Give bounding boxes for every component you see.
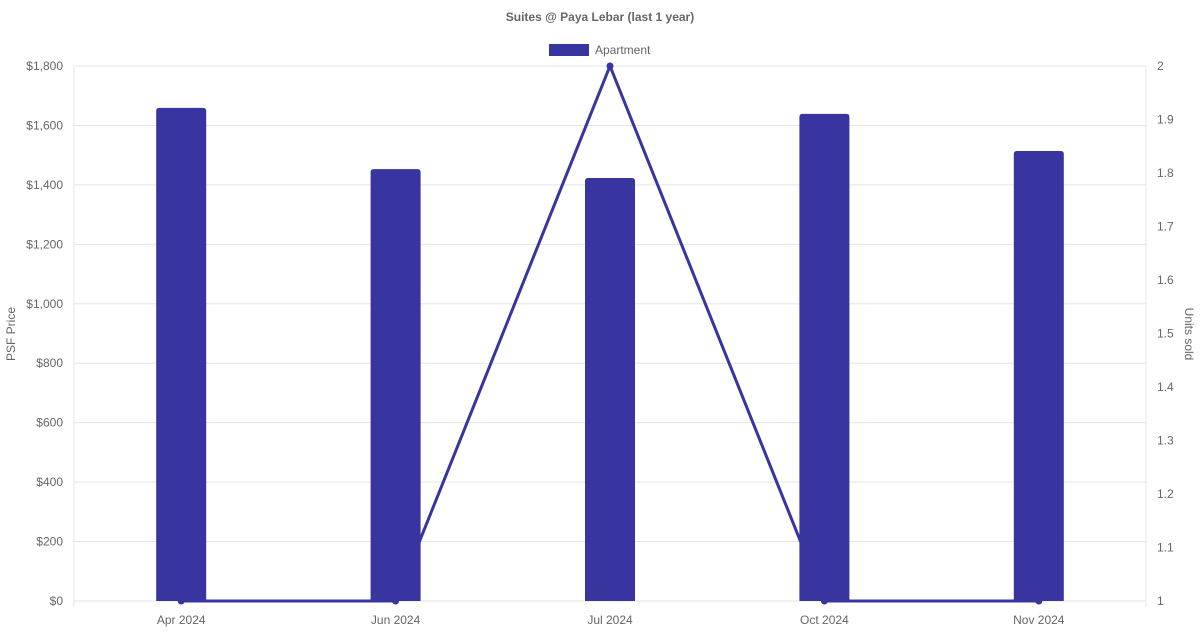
y-tick-label: $0	[50, 594, 64, 608]
line-point	[392, 597, 400, 605]
line-point	[820, 597, 828, 605]
y2-tick-label: 1.4	[1157, 380, 1174, 394]
y2-tick-label: 1.2	[1157, 487, 1174, 501]
y2-tick-label: 1.6	[1157, 273, 1174, 287]
y-tick-label: $1,400	[26, 178, 63, 192]
y2-tick-label: 1	[1157, 594, 1164, 608]
x-tick-label: Jun 2024	[371, 613, 421, 627]
x-tick-label: Nov 2024	[1013, 613, 1065, 627]
y-tick-label: $1,800	[26, 59, 63, 73]
y2-tick-label: 1.3	[1157, 434, 1174, 448]
y-tick-label: $1,000	[26, 297, 63, 311]
legend-swatch	[549, 44, 589, 56]
y-axis-label: PSF Price	[4, 307, 18, 361]
bar	[156, 107, 207, 602]
legend[interactable]: Apartment	[549, 43, 651, 57]
legend-label: Apartment	[595, 43, 651, 57]
y-tick-label: $1,200	[26, 237, 63, 251]
bar	[585, 178, 635, 601]
line-point	[606, 62, 614, 70]
bar	[370, 169, 421, 601]
y2-tick-label: 2	[1157, 59, 1164, 73]
y-tick-label: $400	[36, 475, 63, 489]
chart-title: Suites @ Paya Lebar (last 1 year)	[506, 10, 694, 24]
y2-tick-label: 1.7	[1157, 220, 1174, 234]
bar	[1013, 151, 1064, 601]
y-tick-label: $600	[36, 416, 63, 430]
y-tick-label: $1,600	[26, 118, 63, 132]
y2-tick-label: 1.9	[1157, 113, 1174, 127]
bar	[799, 113, 850, 601]
x-tick-label: Oct 2024	[800, 613, 849, 627]
line-point	[1035, 597, 1043, 605]
y2-tick-label: 1.1	[1157, 541, 1174, 555]
x-tick-label: Apr 2024	[157, 613, 206, 627]
y2-axis-label: Units sold	[1182, 308, 1196, 361]
line-point	[177, 597, 185, 605]
y2-tick-label: 1.8	[1157, 166, 1174, 180]
x-tick-label: Jul 2024	[587, 613, 633, 627]
y2-tick-label: 1.5	[1157, 327, 1174, 341]
y-tick-label: $200	[36, 535, 63, 549]
y-tick-label: $800	[36, 356, 63, 370]
